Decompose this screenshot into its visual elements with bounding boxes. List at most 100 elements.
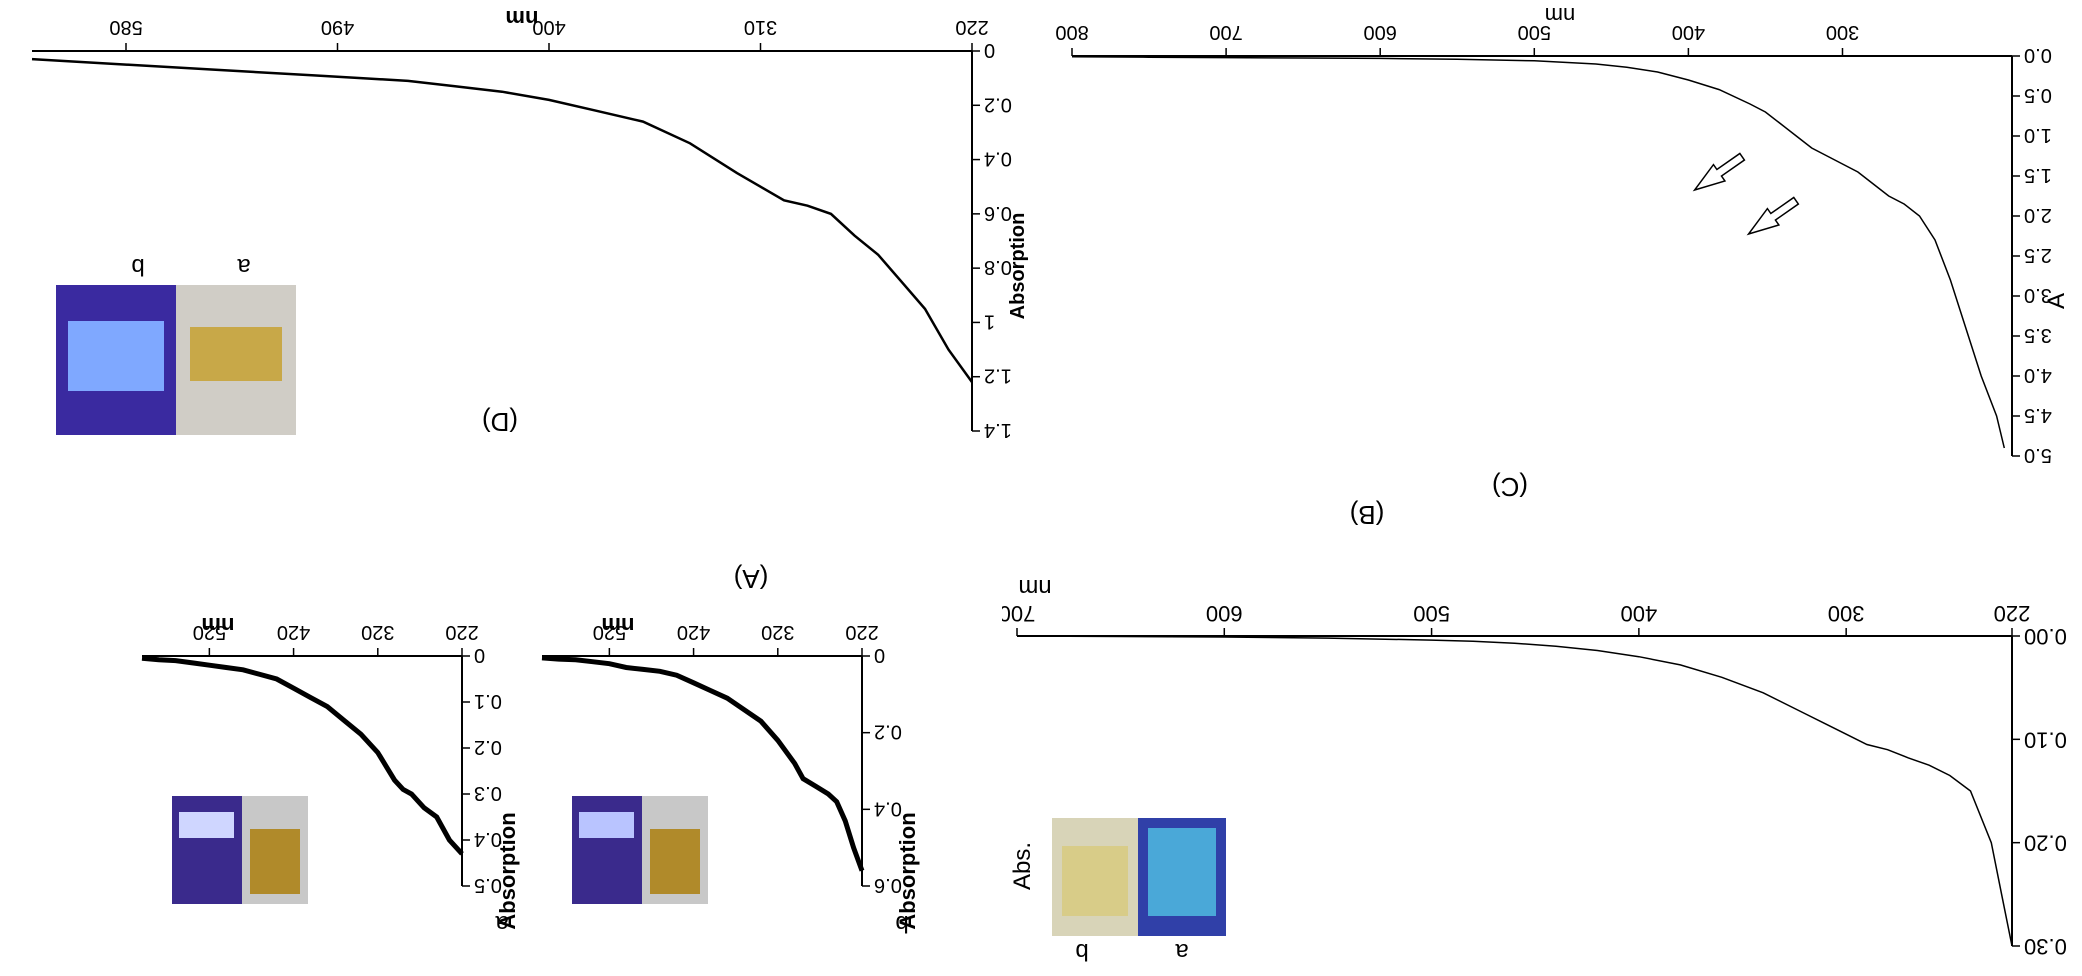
subplot-a: nm Absorption a 220 320 420 520 0 0.1 0.2 0.3 0.…: [141, 613, 520, 937]
panel-c-xlabel: nm: [1545, 3, 1576, 28]
panel-d-x-tick-label: 580: [109, 16, 142, 38]
panel-c-y-tick-label: 4.5: [2024, 404, 2052, 426]
panel-c-arrow-annotation: [1692, 152, 1746, 192]
panel-a-subplot-a-y-tick-label: 0.4: [474, 828, 502, 850]
panel-a-subplot-a-y-tick-label: 0.1: [474, 690, 502, 712]
panel-b-plot: 220 300 400 500 600 700 0.00 0.10 0.20 0.30: [1002, 601, 2067, 959]
panel-a-subplot-a-y-tick-label: 0.2: [474, 736, 502, 758]
panel-c-y-tick-label: 1.0: [2024, 124, 2052, 146]
arrow-icon: [1746, 196, 1800, 236]
photo-label-b: b: [131, 253, 144, 280]
panel-b-x-tick-label: 600: [1206, 601, 1243, 626]
panel-b-y-tick-label: 0.30: [2024, 934, 2067, 959]
panel-d-x-tick-label: 220: [955, 16, 988, 38]
panel-c-y-tick-label: 0.0: [2024, 44, 2052, 66]
panel-b-x-tick-label: 400: [1621, 601, 1658, 626]
panel-a-subplot-b-y-tick-label: 0.4: [874, 797, 902, 819]
photo-label-a-left: a: [495, 910, 509, 937]
photos-b: [1052, 818, 1226, 936]
subplot-a-ylabel: Absorption: [495, 812, 520, 929]
panel-a-subplot-b-x-tick-label: 220: [845, 621, 878, 643]
panel-d-y-tick-label: 0.2: [984, 93, 1012, 115]
panel-d-x-tick-label: 490: [321, 16, 354, 38]
vial-photo-uv-b-glow: [579, 812, 634, 838]
panel-a-subplot-b-y-tick-label: 0.2: [874, 721, 902, 743]
vial-photo-daylight-liquid: [190, 327, 282, 381]
panel-c-plot: 300 400 500 600 700 800 0.0 0.5 1.0 1.5 2.0 2.5 3.0 3…: [1055, 21, 2052, 466]
panel-d-xlabel: nm: [506, 6, 539, 31]
panel-a-subplot-a-series-line: [141, 655, 464, 856]
panel-a-subplot-b-y-tick-label: 0.6: [874, 874, 902, 896]
panel-d-ylabel: Absorption: [1007, 213, 1029, 320]
panel-a-subplot-b-y-tick-label: 0: [874, 644, 885, 666]
panel-d-series-line: [31, 57, 974, 383]
panel-c-x-tick-label: 300: [1826, 21, 1859, 43]
panel-c-x-tick-label: 500: [1518, 21, 1551, 43]
panel-d-x-tick-label: 400: [532, 16, 565, 38]
vial-photo-daylight-b-liquid: [650, 829, 700, 894]
panel-d-y-tick-label: 0.8: [984, 256, 1012, 278]
panel-a-label: (A): [734, 564, 769, 594]
panel-a-subplot-b-x-tick-label: 520: [593, 621, 626, 643]
subplot-b-ylabel: Absorption: [895, 812, 920, 929]
vial-photo-daylight-liquid: [250, 829, 300, 894]
panel-a-subplot-a-x-tick-label: 320: [361, 621, 394, 643]
panel-a-subplot-a-y-tick-label: 0.5: [474, 874, 502, 896]
panel-a-subplot-b-series-line: [541, 655, 865, 872]
panel-b-x-tick-label: 300: [1828, 601, 1865, 626]
panel-b-x-tick-label: 500: [1413, 601, 1450, 626]
panel-a-subplot-a-x-tick-label: 420: [277, 621, 310, 643]
panel-a-subplot-b-x-tick-label: 320: [761, 621, 794, 643]
panel-d-x-tick-label: 310: [744, 16, 777, 38]
panel-b-x-tick-label: 700: [1002, 601, 1035, 626]
panel-a-subplot-a-plot: 220 320 420 520 0 0.1 0.2 0.3 0.4 0.5: [141, 621, 502, 896]
panel-c-y-tick-label: 3.5: [2024, 324, 2052, 346]
photos-a: [172, 796, 708, 904]
panel-c-x-tick-label: 700: [1209, 21, 1242, 43]
panel-d-y-tick-label: 0.6: [984, 202, 1012, 224]
panel-d-y-tick-label: 1.4: [984, 419, 1012, 441]
panel-b-series-line: [1016, 635, 2013, 947]
panel-b-label: (B): [1350, 500, 1385, 530]
panel-d-label: (D): [482, 407, 518, 437]
panel-c-y-tick-label: 3.0: [2024, 284, 2052, 306]
panel-c-label: (C): [1492, 472, 1528, 502]
panel-c-y-tick-label: 4.0: [2024, 364, 2052, 386]
panel-c-y-tick-label: 5.0: [2024, 444, 2052, 466]
panel-c-y-tick-label: 2.0: [2024, 204, 2052, 226]
panel-c-y-tick-label: 1.5: [2024, 164, 2052, 186]
photos-d: [56, 285, 296, 435]
subplot-b-xlabel: nm: [602, 613, 635, 638]
panel-d-y-tick-label: 0: [984, 39, 995, 61]
panel-d-y-tick-label: 1.2: [984, 365, 1012, 387]
panel-d: (D) nm Absorption a b 220 310 400 490 580 0 0.…: [31, 6, 1029, 441]
photo-label-b: b: [1075, 938, 1088, 965]
panel-c-series-line: [1071, 56, 2006, 449]
panel-a-subplot-a-x-tick-label: 520: [193, 621, 226, 643]
panel-b: (B) nm Abs. a b 220 300 400 500 600 700 0.00 0.…: [1002, 500, 2067, 965]
panel-b-x-tick-label: 220: [1994, 601, 2031, 626]
panel-b-y-tick-label: 0.20: [2024, 831, 2067, 856]
panel-c-x-tick-label: 800: [1055, 21, 1088, 43]
panel-b-y-tick-label: 0.00: [2024, 624, 2067, 649]
panel-c-arrow-annotation: [1746, 196, 1800, 236]
vial-photo-uv-glow: [179, 812, 234, 838]
panel-c-ylabel: A: [2043, 293, 2070, 309]
subplot-a-xlabel: nm: [202, 613, 235, 638]
panel-b-y-tick-label: 0.10: [2024, 727, 2067, 752]
panel-c: (C) nm A 300 400 500 600 700 800 0.0 0.5 1.0 1.5 2…: [1055, 3, 2070, 502]
vial-photo-uv-glow: [68, 321, 164, 391]
panel-a: (A) nm Absorption a 220 320 420 520 0 0.1 0.2 0…: [141, 564, 920, 937]
vial-photo-uv-glow: [1148, 828, 1216, 916]
panel-d-plot: 220 310 400 490 580 0 0.2 0.4 0.6 0.8 1 1.2 1.4: [31, 16, 1012, 441]
panel-c-y-tick-label: 2.5: [2024, 244, 2052, 266]
panel-a-subplot-a-x-tick-label: 220: [445, 621, 478, 643]
panel-c-x-tick-label: 600: [1364, 21, 1397, 43]
photo-label-b-left: b: [895, 910, 908, 937]
subplot-b: nm Absorption b 220 320 420 520 0 0.2 0.4 0.6: [541, 613, 920, 937]
panel-a-subplot-b-plot: 220 320 420 520 0 0.2 0.4 0.6: [541, 621, 902, 896]
vial-photo-daylight-liquid: [1062, 846, 1128, 916]
panel-b-ylabel: Abs.: [1009, 842, 1036, 890]
panel-a-subplot-a-y-tick-label: 0.3: [474, 782, 502, 804]
